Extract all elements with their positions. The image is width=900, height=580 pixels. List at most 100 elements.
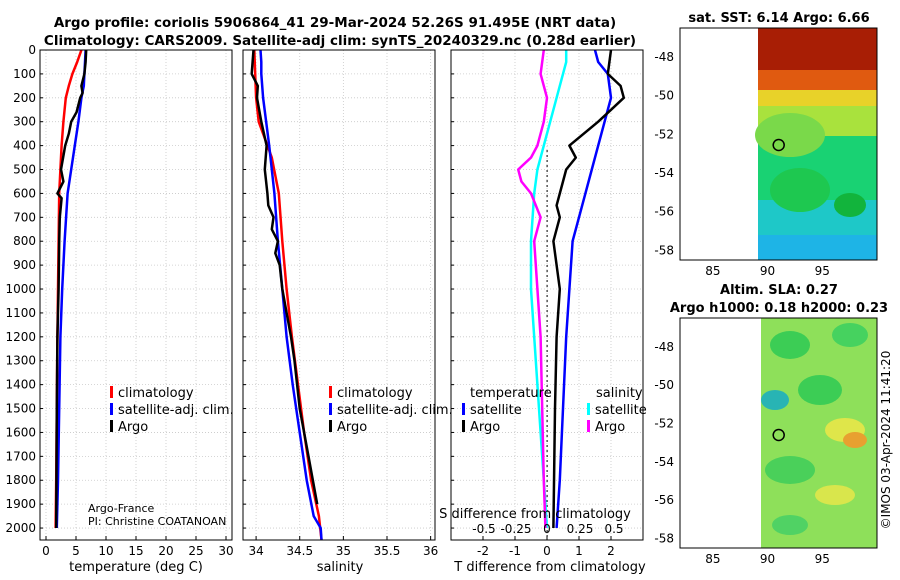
- x-tick-label: 20: [158, 544, 173, 558]
- depth-tick-label: 900: [13, 258, 36, 272]
- latitude-tick-label: -50: [654, 89, 674, 103]
- series-line-temperature-argo: [552, 50, 626, 529]
- sla-field-blob-2: [832, 323, 868, 347]
- x-tick-label: -2: [477, 544, 489, 558]
- sla-field-blob-8: [815, 485, 855, 505]
- x-tick-label: 10: [98, 544, 113, 558]
- latitude-tick-label: -56: [654, 205, 674, 219]
- legend-swatch-salinity-satellite: [587, 403, 590, 415]
- sst-map-panel: sat. SST: 6.14 Argo: 6.66 -48 -50 -52 -54 -5…: [654, 11, 878, 278]
- imos-watermark: ©IMOS 03-Apr-2024 11:41:20: [879, 351, 893, 530]
- legend-swatch-salinity-argo: [587, 420, 590, 432]
- depth-tick-label: 300: [13, 115, 36, 129]
- legend-label-climatology: climatology: [337, 386, 413, 401]
- legend-label-argo: Argo: [118, 420, 148, 435]
- sla-field-blob-9: [772, 515, 808, 535]
- longitude-tick-label: 90: [760, 264, 775, 278]
- x-tick-label: 1: [575, 544, 583, 558]
- sst-field-blob-lime: [755, 113, 825, 157]
- s-difference-tick-label: 0: [543, 522, 551, 536]
- temperature-axes-frame: [39, 49, 233, 541]
- legend-swatch-satellite: [110, 403, 113, 415]
- legend-label-climatology: climatology: [118, 386, 194, 401]
- sla-field-blob-4: [761, 390, 789, 410]
- s-difference-tick-label: -0.5: [472, 522, 495, 536]
- legend-swatch-satellite: [329, 403, 332, 415]
- salinity-xlabel: salinity: [317, 560, 364, 575]
- temperature-grid: [40, 49, 232, 540]
- title-line-1: Argo profile: coriolis 5906864_41 29-Mar…: [54, 15, 616, 31]
- sst-map-frame: [679, 27, 878, 261]
- legend-swatch-temperature-argo: [462, 420, 465, 432]
- depth-tick-label: 700: [13, 210, 36, 224]
- latitude-tick-label: -48: [654, 50, 674, 64]
- difference-panel: -2 -1 0 1 2 S difference from climatology -0…: [439, 49, 647, 575]
- series-line-argo: [250, 50, 319, 505]
- legend-label-temperature-argo: Argo: [470, 420, 500, 435]
- latitude-tick-label: -52: [654, 127, 674, 141]
- depth-tick-label: 100: [13, 67, 36, 81]
- x-tick-label: -1: [509, 544, 521, 558]
- legend-label-argo: Argo: [337, 420, 367, 435]
- sla-field-blob-1: [770, 331, 810, 359]
- legend-swatch-argo: [110, 420, 113, 432]
- depth-tick-label: 1900: [5, 497, 36, 511]
- depth-tick-label: 2000: [5, 521, 36, 535]
- temperature-xlabel: temperature (deg C): [69, 560, 203, 575]
- depth-tick-label: 200: [13, 91, 36, 105]
- x-tick-label: 0: [42, 544, 50, 558]
- latitude-tick-label: -54: [654, 166, 674, 180]
- t-difference-tick-labels: -2 -1 0 1 2: [477, 544, 615, 558]
- longitude-tick-label: 85: [705, 552, 720, 566]
- temperature-tick-labels: 0 5 10 15 20 25 30: [42, 544, 233, 558]
- longitude-tick-label: 85: [705, 264, 720, 278]
- salinity-axes-frame: [242, 49, 436, 541]
- salinity-lines: [250, 50, 323, 540]
- sst-map-lon-labels: 85 90 95: [705, 264, 830, 278]
- sla-field-blob-7: [765, 456, 815, 484]
- depth-tick-label: 1100: [5, 306, 36, 320]
- depth-tick-label: 500: [13, 163, 36, 177]
- credit-line-2: PI: Christine COATANOAN: [88, 515, 226, 528]
- latitude-tick-label: -56: [654, 493, 674, 507]
- sst-field-blob-green-2: [834, 193, 866, 217]
- sst-field-blob-green-1: [770, 168, 830, 212]
- depth-tick-label: 1300: [5, 354, 36, 368]
- x-tick-label: 5: [72, 544, 80, 558]
- temperature-lines: [54, 50, 88, 529]
- x-tick-label: 25: [188, 544, 203, 558]
- title-line-2: Climatology: CARS2009. Satellite-adj cli…: [44, 33, 636, 49]
- sst-map-title: sat. SST: 6.14 Argo: 6.66: [688, 11, 869, 26]
- credit-line-1: Argo-France: [88, 502, 155, 515]
- depth-tick-label: 400: [13, 139, 36, 153]
- sla-map-panel: Altim. SLA: 0.27 Argo h1000: 0.18 h2000:…: [654, 283, 888, 566]
- s-difference-tick-labels: -0.5 -0.25 0 0.25 0.5: [472, 522, 623, 536]
- latitude-tick-label: -50: [654, 378, 674, 392]
- legend-label-salinity-argo: Argo: [595, 420, 625, 435]
- longitude-tick-label: 95: [815, 264, 830, 278]
- legend-swatch-climatology: [329, 386, 332, 398]
- latitude-tick-label: -58: [654, 243, 674, 257]
- sla-map-lat-labels: -48 -50 -52 -54 -56 -58: [654, 340, 674, 546]
- salinity-panel: 34 34.5 35 35.5 36 salinity climatology sate…: [242, 49, 453, 575]
- series-line-salinity-argo: [516, 50, 549, 529]
- x-tick-label: 2: [607, 544, 615, 558]
- legend-swatch-argo: [329, 420, 332, 432]
- s-difference-tick-label: -0.25: [500, 522, 531, 536]
- salinity-legend: climatology satellite-adj. clim. Argo: [329, 386, 453, 435]
- legend-swatch-temperature-satellite: [462, 403, 465, 415]
- depth-tick-label: 1000: [5, 282, 36, 296]
- s-difference-tick-label: 0.25: [567, 522, 594, 536]
- longitude-tick-label: 95: [815, 552, 830, 566]
- s-difference-tick-label: 0.5: [604, 522, 623, 536]
- difference-legend: temperature satellite Argo salinity sate…: [462, 386, 647, 435]
- x-tick-label: 36: [423, 544, 438, 558]
- sst-map-lat-labels: -48 -50 -52 -54 -56 -58: [654, 50, 674, 257]
- legend-label-satellite: satellite-adj. clim.: [337, 403, 453, 418]
- latitude-tick-label: -58: [654, 531, 674, 545]
- series-line-argo: [54, 50, 88, 529]
- salinity-grid: [243, 49, 435, 540]
- legend-title-temperature: temperature: [470, 386, 552, 401]
- legend-title-salinity: salinity: [596, 386, 643, 401]
